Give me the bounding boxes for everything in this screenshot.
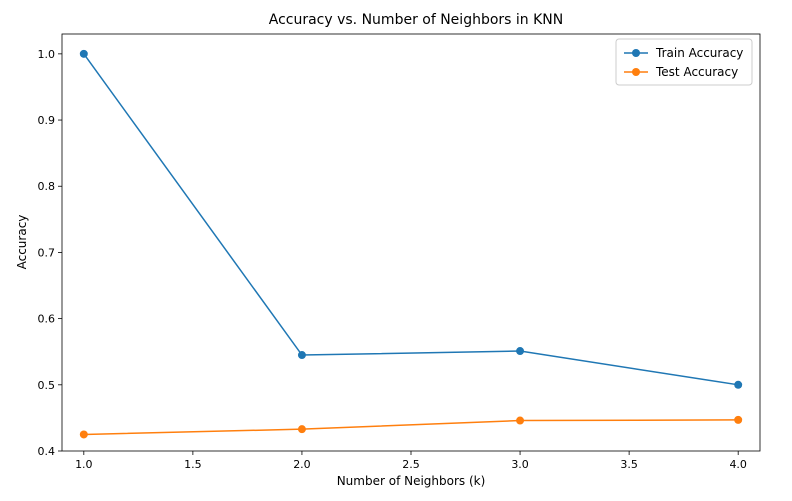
chart-title: Accuracy vs. Number of Neighbors in KNN <box>269 12 564 28</box>
test-accuracy-point <box>734 415 743 424</box>
y-tick-label: 0.7 <box>38 246 56 259</box>
train-accuracy-point <box>516 347 525 356</box>
y-tick-label: 1.0 <box>38 48 56 61</box>
x-tick-label: 1.0 <box>75 458 93 471</box>
test-accuracy-legend-label: Test Accuracy <box>655 65 738 79</box>
test-accuracy-point <box>79 430 88 439</box>
x-tick-label: 3.5 <box>620 458 638 471</box>
train-accuracy-legend-label: Train Accuracy <box>655 46 743 60</box>
y-tick-label: 0.6 <box>38 313 56 326</box>
test-accuracy-point <box>516 416 525 425</box>
x-tick-label: 1.5 <box>184 458 202 471</box>
y-tick-label: 0.9 <box>38 114 56 127</box>
plot-area <box>61 33 761 452</box>
x-tick-label: 4.0 <box>729 458 747 471</box>
train-accuracy-point <box>734 380 743 389</box>
train-accuracy-legend-marker <box>632 49 640 57</box>
series-layer <box>79 49 743 439</box>
y-axis-label: Accuracy <box>15 215 29 270</box>
train-accuracy-point <box>297 351 306 360</box>
legend: Train Accuracy Test Accuracy <box>615 38 753 86</box>
test-accuracy-point <box>297 425 306 434</box>
x-axis: 1.0 1.5 2.0 2.5 3.0 3.5 4.0 <box>75 451 747 471</box>
x-tick-label: 2.0 <box>293 458 311 471</box>
x-axis-label: Number of Neighbors (k) <box>337 474 486 488</box>
y-axis: 0.4 0.5 0.6 0.7 0.8 0.9 1.0 <box>38 48 62 458</box>
plot-frame <box>61 33 761 452</box>
test-accuracy-legend-marker <box>632 68 640 76</box>
y-tick-label: 0.8 <box>38 180 56 193</box>
x-tick-label: 3.0 <box>511 458 529 471</box>
train-accuracy-point <box>79 49 88 58</box>
legend-box <box>615 38 753 86</box>
y-tick-label: 0.5 <box>38 379 56 392</box>
y-tick-label: 0.4 <box>38 445 56 458</box>
train-accuracy-line <box>83 53 739 386</box>
x-tick-label: 2.5 <box>402 458 420 471</box>
test-accuracy-line <box>83 419 739 436</box>
